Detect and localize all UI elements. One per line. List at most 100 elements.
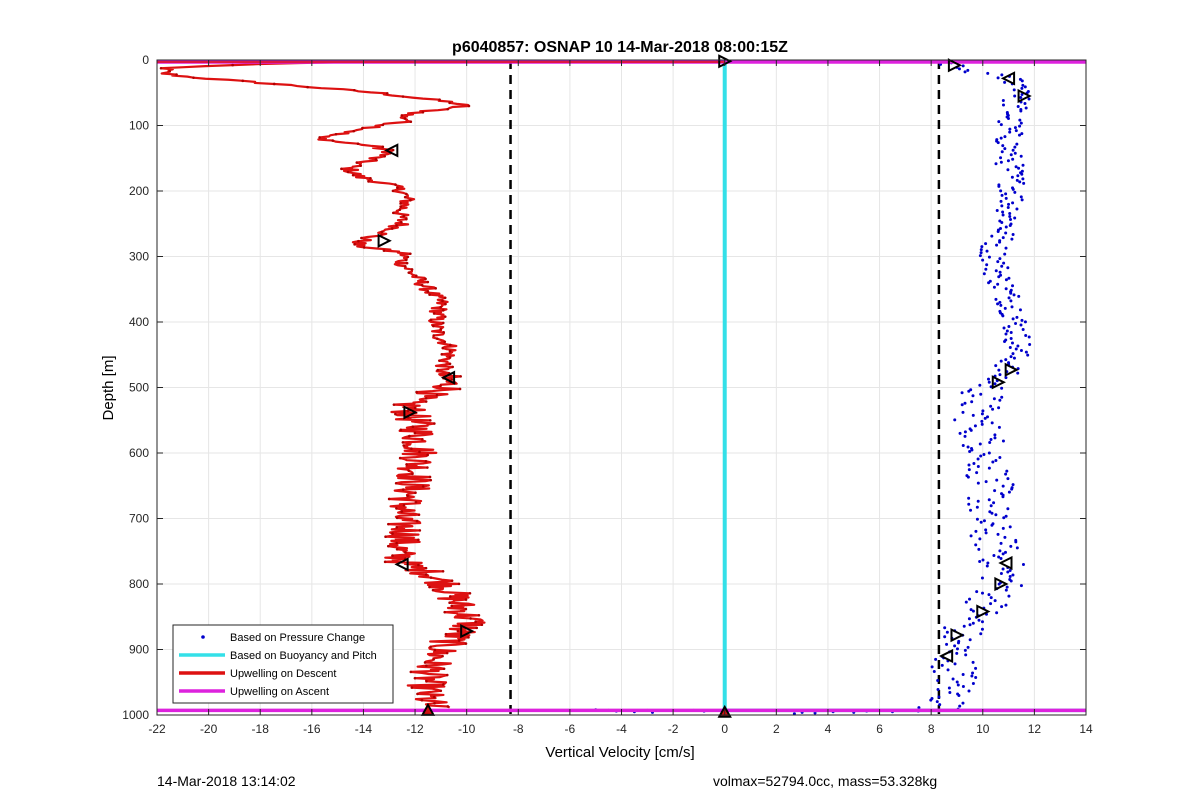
descent-sample-point (467, 104, 471, 108)
descent-sample-point (392, 211, 395, 215)
pressure-change-point (984, 480, 988, 484)
pressure-change-point (1010, 341, 1014, 345)
descent-sample-point (443, 296, 447, 300)
descent-sample-point (417, 563, 420, 567)
descent-sample-point (306, 85, 309, 89)
pressure-change-point (1020, 198, 1024, 202)
pressure-change-point (978, 537, 982, 541)
pressure-change-point (979, 520, 983, 524)
descent-sample-point (415, 274, 418, 278)
pressure-change-point (981, 409, 985, 413)
pressure-change-point (969, 508, 973, 512)
descent-sample-point (434, 287, 437, 290)
pressure-change-point (995, 478, 999, 482)
pressure-change-point (1021, 83, 1025, 87)
pressure-change-point (1014, 540, 1018, 544)
descent-sample-point (428, 293, 431, 296)
descent-sample-point (361, 126, 364, 130)
pressure-change-point (979, 632, 983, 636)
descent-sample-point (448, 601, 451, 605)
pressure-change-point (1006, 266, 1010, 270)
descent-sample-point (409, 252, 412, 256)
pressure-change-point (967, 617, 971, 621)
triangle-marker (938, 648, 954, 664)
pressure-change-point (992, 553, 996, 557)
pressure-change-point (971, 609, 975, 613)
descent-sample-point (415, 519, 419, 523)
pressure-change-point (969, 428, 973, 432)
pressure-change-point (966, 445, 970, 449)
pressure-change-point (961, 672, 965, 676)
descent-sample-point (386, 544, 390, 548)
pressure-change-point (1004, 332, 1008, 336)
descent-sample-point (385, 92, 389, 95)
pressure-change-point (978, 559, 982, 563)
pressure-change-point (1001, 236, 1005, 240)
descent-sample-point (395, 224, 398, 227)
pressure-change-point (980, 576, 984, 580)
descent-sample-point (421, 110, 425, 114)
descent-sample-point (241, 79, 245, 83)
pressure-change-point (984, 242, 988, 246)
descent-sample-point (394, 183, 397, 186)
descent-sample-point (450, 604, 454, 608)
pressure-change-point (1009, 153, 1013, 157)
pressure-change-point (985, 249, 989, 253)
pressure-change-point (1001, 314, 1005, 318)
grid (156, 59, 1087, 716)
descent-sample-point (432, 324, 435, 328)
pressure-change-point (1004, 376, 1008, 380)
pressure-change-point (1010, 175, 1014, 179)
pressure-change-point (975, 505, 979, 509)
y-tick-label: 100 (129, 119, 149, 133)
pressure-change-point (1024, 106, 1028, 110)
pressure-change-point (935, 700, 939, 704)
descent-sample-point (383, 154, 386, 158)
descent-sample-point (474, 620, 477, 623)
pressure-change-point (1019, 95, 1023, 99)
descent-sample-point (451, 365, 454, 369)
pressure-change-point (996, 76, 1000, 80)
pressure-change-point (792, 712, 796, 716)
pressure-change-point (1009, 291, 1013, 295)
pressure-change-point (971, 660, 975, 664)
pressure-change-point (987, 281, 991, 285)
pressure-change-point (994, 162, 998, 166)
pressure-change-point (929, 698, 933, 702)
x-tick-label: -8 (513, 722, 524, 736)
descent-sample-point (468, 592, 472, 595)
pressure-change-point (1000, 150, 1004, 154)
pressure-change-point (983, 416, 987, 420)
legend-entry-label: Upwelling on Descent (230, 668, 336, 680)
descent-sample-point (408, 434, 411, 438)
pressure-change-point (1004, 246, 1008, 250)
descent-sample-point (405, 192, 408, 196)
pressure-change-point (961, 443, 965, 447)
pressure-change-point (963, 401, 967, 405)
descent-sample-point (421, 437, 424, 441)
footer-volmax-mass: volmax=52794.0cc, mass=53.328kg (713, 773, 938, 789)
pressure-change-point (962, 624, 966, 628)
pressure-change-point (957, 694, 961, 698)
pressure-change-point (1018, 118, 1022, 122)
pressure-change-point (999, 189, 1003, 193)
descent-sample-point (353, 88, 356, 92)
pressure-change-point (967, 389, 971, 393)
pressure-change-point (993, 489, 997, 493)
triangle-marker (384, 143, 399, 158)
pressure-change-point (999, 359, 1003, 363)
x-tick-label: -12 (406, 722, 424, 736)
pressure-change-point (999, 556, 1003, 560)
descent-sample-point (415, 390, 418, 394)
descent-sample-point (448, 349, 452, 353)
descent-sample-point (413, 431, 417, 435)
descent-sample-point (401, 441, 405, 444)
pressure-change-point (971, 394, 975, 398)
pressure-change-point (1004, 358, 1008, 362)
pressure-change-point (972, 462, 976, 466)
pressure-change-point (1004, 603, 1008, 607)
descent-sample-point (424, 277, 427, 281)
pressure-change-point (1008, 214, 1012, 218)
pressure-change-point (977, 547, 981, 551)
pressure-change-point (1016, 105, 1020, 109)
